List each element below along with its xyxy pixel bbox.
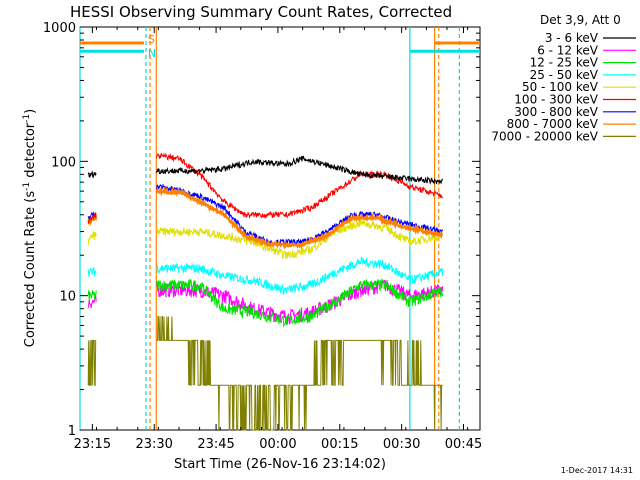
legend-title: Det 3,9, Att 0	[540, 13, 621, 27]
series-layer	[87, 152, 444, 431]
x-tick-label-4: 00:15	[321, 437, 358, 452]
x-tick-label-6: 00:45	[445, 437, 482, 452]
series-3-6keV	[87, 155, 444, 185]
series-25-50keV	[87, 256, 444, 296]
x-tick-label-1: 23:30	[135, 437, 172, 452]
series-12-25keV	[87, 278, 444, 328]
series-50-100keV	[87, 218, 443, 259]
x-axis-label: Start Time (26-Nov-16 23:14:02)	[174, 457, 386, 472]
x-tick-label-0: 23:15	[74, 437, 111, 452]
legend-label-2: 12 - 25 keV	[530, 56, 599, 70]
flag-label-S: S	[148, 33, 155, 46]
series-line	[87, 256, 444, 296]
y-tick-label-1: 10	[59, 290, 76, 305]
y-tick-label-3: 1000	[43, 21, 76, 36]
series-7000-20000keV	[87, 316, 443, 431]
flag-label-N: N	[148, 47, 156, 60]
series-800-7000keV	[87, 186, 444, 250]
x-tick-label-3: 00:00	[259, 437, 296, 452]
y-tick-label-0: 1	[68, 424, 76, 439]
footer-date: 1-Dec-2017 14:31	[561, 466, 633, 475]
legend-label-5: 100 - 300 keV	[514, 93, 598, 107]
axes: 23:15 23:30 23:45 00:00 00:15 00:30 00:45 1 10 10…	[43, 21, 482, 452]
vertical-lines	[79, 27, 460, 430]
series-line	[87, 218, 443, 259]
flag-bars: SN	[80, 33, 480, 60]
series-line	[87, 278, 444, 328]
legend-label-0: 3 - 6 keV	[545, 31, 599, 45]
legend-label-1: 6 - 12 keV	[537, 43, 599, 57]
series-line	[87, 152, 443, 224]
x-tick-label-2: 23:45	[197, 437, 234, 452]
legend-label-4: 50 - 100 keV	[522, 80, 599, 94]
legend-label-3: 25 - 50 keV	[530, 68, 599, 82]
x-tick-label-5: 00:30	[383, 437, 420, 452]
chart-title: HESSI Observing Summary Count Rates, Cor…	[70, 3, 452, 21]
legend-label-7: 800 - 7000 keV	[507, 117, 599, 131]
series-line	[87, 316, 443, 431]
y-axis-label: Corrected Count Rate (s-1 detector-1)	[22, 109, 38, 347]
legend-label-8: 7000 - 20000 keV	[491, 129, 598, 143]
series-line	[87, 186, 444, 250]
legend-label-6: 300 - 800 keV	[514, 105, 598, 119]
series-line	[87, 155, 444, 185]
series-100-300keV	[87, 152, 443, 224]
y-tick-label-2: 100	[51, 155, 76, 170]
